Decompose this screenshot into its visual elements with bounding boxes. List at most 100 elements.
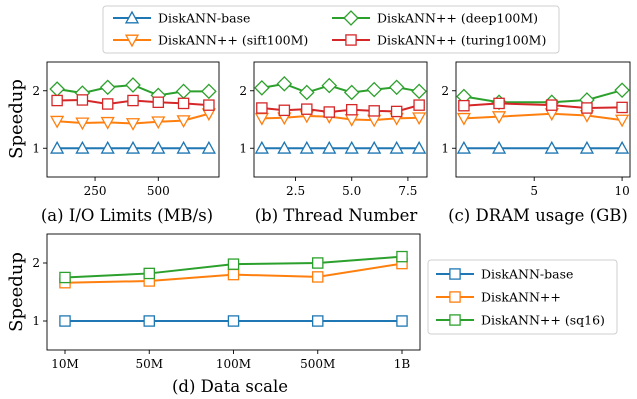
panel-b-ytick-label-2: 2 xyxy=(239,84,247,98)
panel-b-point-diskann-deep100m-4 xyxy=(343,84,360,101)
panel-d-title: (d) Data scale xyxy=(172,377,288,396)
panel-b-point-diskann-base-5 xyxy=(367,140,382,154)
panel-a-point-diskann-base-2 xyxy=(100,140,115,154)
panel-c-point-diskann-deep100m-4 xyxy=(614,82,630,98)
panel-c-point-diskann-base-3 xyxy=(579,140,595,154)
panel-a-frame xyxy=(46,61,220,178)
panel-a-point-diskann-deep100m-3 xyxy=(125,77,141,93)
panel-a-point-diskann-turing100m-2 xyxy=(101,98,114,110)
panel-b-point-diskann-turing100m-1 xyxy=(278,104,291,117)
panel-d-frame xyxy=(46,233,421,351)
bottom-legend-frame xyxy=(427,259,618,335)
panel-d-point-diskann-sq16-4 xyxy=(396,250,408,263)
legend-marker-diskann-turing100m xyxy=(345,34,357,46)
panel-a-point-diskann-base-6 xyxy=(201,140,216,154)
panel-c-ytick-label-2: 2 xyxy=(441,84,449,98)
panel-b-point-diskann-deep100m-0 xyxy=(254,80,270,96)
bottom-legend-label-diskann-base: DiskANN-base xyxy=(481,267,573,282)
panel-b-point-diskann-deep100m-6 xyxy=(388,79,405,96)
panel-b-point-diskann-sift100m-7 xyxy=(412,112,427,126)
panel-d-xtick-label-50m: 50M xyxy=(135,357,163,371)
bottom-legend-label-diskann: DiskANN++ xyxy=(481,290,561,305)
panel-a-ytick-label-1: 1 xyxy=(32,141,40,155)
panel-a-point-diskann-base-4 xyxy=(151,140,166,154)
panel-b-point-diskann-turing100m-5 xyxy=(368,105,380,117)
panel-c-xtick-label-10: 10 xyxy=(614,184,629,198)
panel-a-point-diskann-sift100m-3 xyxy=(125,118,141,131)
panel-a-point-diskann-turing100m-4 xyxy=(152,96,165,109)
panel-a-point-diskann-sift100m-4 xyxy=(151,116,166,130)
panel-c-point-diskann-base-4 xyxy=(614,140,630,154)
legend-marker-diskann-base xyxy=(124,10,140,24)
panel-b-point-diskann-turing100m-4 xyxy=(345,103,358,116)
panel-d-point-diskann-2 xyxy=(227,268,240,281)
panel-a-point-diskann-turing100m-0 xyxy=(51,94,63,107)
panel-a-point-diskann-deep100m-5 xyxy=(175,83,192,100)
panel-c-point-diskann-base-0 xyxy=(456,140,472,154)
panel-c-point-diskann-base-1 xyxy=(491,140,507,154)
panel-a-point-diskann-turing100m-3 xyxy=(127,94,139,107)
panel-b-xtick-label-5-0: 5.0 xyxy=(342,184,361,198)
panel-a-point-diskann-sift100m-0 xyxy=(50,115,65,129)
legend-label-diskann-turing100m: DiskANN++ (turing100M) xyxy=(377,33,546,48)
panel-a-point-diskann-base-5 xyxy=(176,140,191,154)
panel-a-point-diskann-turing100m-1 xyxy=(76,94,89,106)
panel-c-point-diskann-turing100m-4 xyxy=(616,101,628,114)
panel-c-line-diskann-turing100m xyxy=(463,102,623,110)
panel-a-point-diskann-base-1 xyxy=(75,140,90,154)
panel-a-xtick-label-250: 250 xyxy=(84,184,107,198)
panel-c-line-diskann-deep100m xyxy=(463,89,623,104)
bottom-legend-marker-diskann-sq16 xyxy=(449,314,461,326)
panel-c-title: (c) DRAM usage (GB) xyxy=(448,206,628,225)
panel-b-point-diskann-base-6 xyxy=(389,140,404,154)
panel-b-xtick-label-7-5: 7.5 xyxy=(398,184,417,198)
panel-b-point-diskann-deep100m-5 xyxy=(366,81,383,98)
panel-b-frame xyxy=(253,61,428,178)
panel-c-point-diskann-turing100m-0 xyxy=(458,99,470,112)
panel-c-frame xyxy=(455,61,631,178)
legend-marker-diskann-sift100m xyxy=(124,34,140,48)
panel-a-point-diskann-base-0 xyxy=(50,140,65,154)
panel-a-xtick-label-500: 500 xyxy=(147,184,170,198)
panel-c-point-diskann-sift100m-1 xyxy=(491,111,507,124)
bottom-legend: DiskANN-base DiskANN++ DiskANN++ (sq16) xyxy=(427,259,618,335)
panel-b-point-diskann-turing100m-2 xyxy=(301,103,313,115)
panel-b-point-diskann-deep100m-7 xyxy=(411,83,427,100)
panel-c-point-diskann-base-2 xyxy=(544,140,559,154)
panel-c-ytick-label-1: 1 xyxy=(441,141,449,155)
panel-a-point-diskann-turing100m-6 xyxy=(203,99,215,111)
panel-d-point-diskann-base-4 xyxy=(396,315,408,327)
panel-b-point-diskann-base-7 xyxy=(412,140,427,154)
y-axis-label-bottom: Speedup xyxy=(6,252,27,332)
legend-label-diskann-sift100m: DiskANN++ (sift100M) xyxy=(158,33,308,48)
panel-a-point-diskann-turing100m-5 xyxy=(177,97,190,110)
panel-b-point-diskann-turing100m-6 xyxy=(390,105,403,118)
legend-label-diskann-deep100m: DiskANN++ (deep100M) xyxy=(377,11,538,26)
panel-b-point-diskann-base-1 xyxy=(277,140,292,154)
panel-b: 1 2 2.5 5.0 7.5 xyxy=(239,61,428,198)
bottom-legend-marker-diskann-base xyxy=(449,268,461,280)
panel-a-point-diskann-deep100m-0 xyxy=(49,81,65,97)
panel-b-point-diskann-base-2 xyxy=(299,140,314,154)
panel-b-ytick-label-1: 1 xyxy=(239,141,247,155)
panel-c-xtick-label-5: 5 xyxy=(530,184,538,198)
panel-a-point-diskann-deep100m-2 xyxy=(99,79,116,96)
panel-d-point-diskann-base-3 xyxy=(311,315,324,327)
panel-c-line-diskann-sift100m xyxy=(463,112,623,122)
panel-d-point-diskann-3 xyxy=(311,271,324,283)
panel-a-point-diskann-deep100m-6 xyxy=(201,83,217,100)
panel-b-point-diskann-turing100m-3 xyxy=(323,106,336,118)
panel-d-point-diskann-sq16-0 xyxy=(59,271,71,284)
panel-d-xtick-label-500m: 500M xyxy=(300,357,335,371)
panel-b-point-diskann-base-4 xyxy=(344,140,359,154)
panel-b-point-diskann-base-3 xyxy=(322,140,337,154)
panel-d: 1 2 10M 50M 100M 500M 1B xyxy=(32,233,421,371)
legend-label-diskann-base: DiskANN-base xyxy=(158,11,250,26)
legend-marker-diskann-deep100m xyxy=(343,10,359,26)
top-legend-frame xyxy=(102,5,560,54)
panel-b-xtick-label-2-5: 2.5 xyxy=(286,184,305,198)
panel-c-point-diskann-turing100m-1 xyxy=(493,97,505,110)
panel-d-point-diskann-sq16-3 xyxy=(311,257,324,269)
panel-d-point-diskann-base-1 xyxy=(143,315,155,327)
